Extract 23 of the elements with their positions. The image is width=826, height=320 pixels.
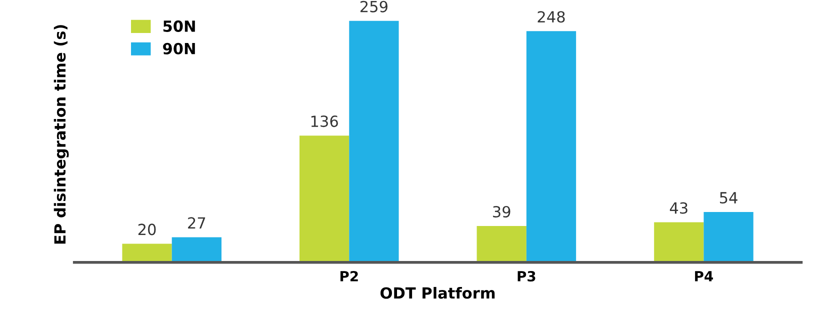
data-label: 259 bbox=[360, 0, 388, 12]
y-axis-title: EP disintegration time (s) bbox=[54, 25, 69, 244]
bar bbox=[299, 136, 350, 262]
bar bbox=[654, 222, 704, 262]
legend-label: 50N bbox=[163, 20, 195, 32]
x-tick-label: P3 bbox=[518, 270, 536, 282]
bar bbox=[349, 20, 399, 262]
legend-label: 90N bbox=[163, 42, 195, 54]
x-tick-label: P4 bbox=[695, 271, 713, 282]
bar bbox=[704, 212, 754, 262]
data-label: 248 bbox=[538, 11, 565, 23]
data-label: 27 bbox=[188, 217, 206, 228]
data-label: 39 bbox=[493, 206, 510, 218]
data-label: 43 bbox=[670, 202, 688, 214]
data-label: 136 bbox=[311, 116, 338, 128]
x-axis-title: ODT Platform bbox=[380, 286, 495, 299]
x-tick-label: P2 bbox=[340, 270, 358, 282]
bar bbox=[526, 31, 576, 262]
data-label: 54 bbox=[720, 192, 738, 204]
bar bbox=[122, 244, 172, 262]
bar bbox=[172, 237, 222, 262]
bar bbox=[476, 226, 526, 262]
data-label: 20 bbox=[138, 224, 156, 236]
